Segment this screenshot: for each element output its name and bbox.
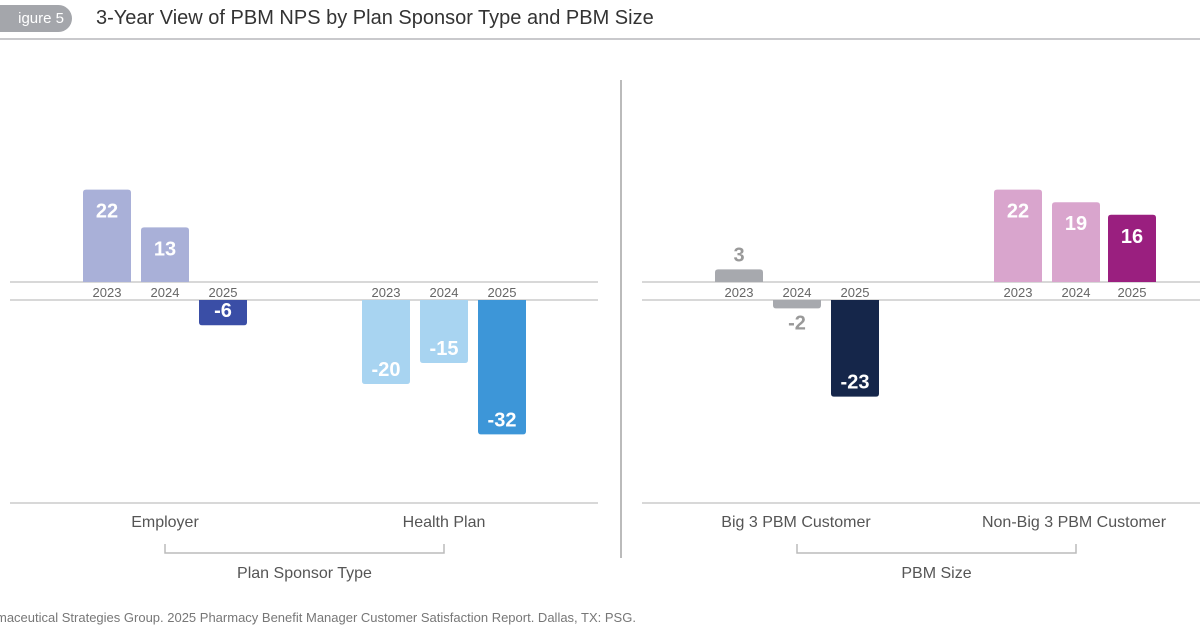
group-label: Plan Sponsor Type [237,565,372,582]
data-label: 16 [1121,226,1143,248]
data-label: 3 [733,244,744,266]
year-label: 2023 [372,285,401,300]
bar [420,300,468,363]
category-label: Big 3 PBM Customer [721,514,871,531]
bar [199,300,247,326]
year-label: 2023 [725,285,754,300]
data-label: 22 [1007,201,1029,223]
group-bracket [796,544,1077,554]
bar [362,300,410,384]
year-label: 2024 [430,285,459,300]
group-bracket [164,544,445,554]
year-label: 2025 [1118,285,1147,300]
year-label: 2025 [841,285,870,300]
source-note: maceutical Strategies Group. 2025 Pharma… [0,610,636,625]
year-label: 2024 [1062,285,1091,300]
bar [715,269,763,282]
category-label: Health Plan [403,514,486,531]
category-label: Employer [131,514,199,531]
group-label: PBM Size [901,565,971,582]
data-label: 13 [154,238,176,260]
figure-badge: igure 5 [0,5,72,32]
bar [1108,214,1156,282]
title-divider [0,38,1200,40]
year-label: 2024 [151,285,180,300]
bar [831,300,879,397]
data-label: 19 [1065,213,1087,235]
category-label: Non-Big 3 PBM Customer [982,514,1167,531]
year-label: 2024 [783,285,812,300]
data-label: -2 [788,312,806,334]
data-label: -15 [430,338,459,360]
data-label: 22 [96,201,118,223]
bar [83,189,131,282]
bar [1052,202,1100,282]
bar [994,189,1042,282]
year-label: 2023 [93,285,122,300]
bar [478,300,526,435]
year-label: 2025 [488,285,517,300]
year-label: 2025 [209,285,238,300]
data-label: -32 [488,409,517,431]
data-label: -20 [372,359,401,381]
bar [773,300,821,309]
bar [141,227,189,282]
year-label: 2023 [1004,285,1033,300]
data-label: -23 [841,372,870,394]
chart-title: 3-Year View of PBM NPS by Plan Sponsor T… [96,7,654,29]
data-label: -6 [214,300,232,322]
